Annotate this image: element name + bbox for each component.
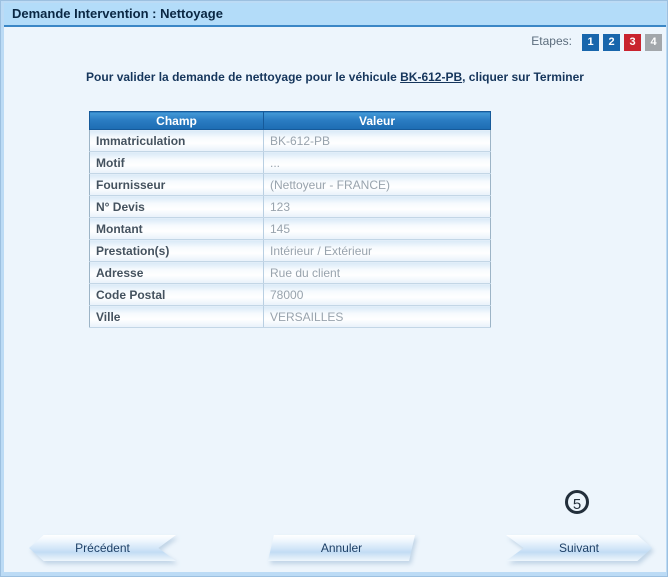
field-label-cell: Prestation(s) [89,239,264,262]
summary-table: Champ Valeur Immatriculation BK-612-PB Mot… [89,111,491,328]
field-value-cell: BK-612-PB [263,129,491,152]
window-title-bar: Demande Intervention : Nettoyage [4,3,666,25]
field-value-cell: 78000 [263,283,491,306]
field-label-cell: Montant [89,217,264,240]
field-value-cell: 123 [263,195,491,218]
cancel-button[interactable]: Annuler [268,535,415,561]
field-label-cell: Code Postal [89,283,264,306]
table-row: Fournisseur (Nettoyeur - FRANCE) [89,173,491,196]
table-row: Adresse Rue du client [89,261,491,284]
annotation-marker-5: 5 [565,490,589,514]
column-header-champ: Champ [89,111,264,130]
page-title: Demande Intervention : Nettoyage [12,6,223,21]
step-box: 1 [582,33,599,51]
table-header-row: Champ Valeur [89,111,491,130]
field-value-cell: ... [263,151,491,174]
next-button-wrap: Suivant [506,535,652,561]
field-label-cell: Fournisseur [89,173,264,196]
instruction-prefix: Pour valider la demande de nettoyage pou… [86,70,401,84]
previous-button[interactable]: Précédent [29,535,176,561]
table-row: Code Postal 78000 [89,283,491,306]
next-button[interactable]: Suivant [506,535,652,561]
vehicle-link[interactable]: BK-612-PB [400,70,463,84]
field-value-cell: VERSAILLES [263,305,491,328]
field-label-cell: Motif [89,151,264,174]
step-box: 2 [603,33,620,51]
steps-label: Etapes: [531,34,572,48]
table-row: Montant 145 [89,217,491,240]
table-row: Motif... [89,151,491,174]
table-row: N° Devis 123 [89,195,491,218]
table-row: Immatriculation BK-612-PB [89,129,491,152]
instruction-text: Pour valider la demande de nettoyage pou… [4,70,666,84]
table-row: Ville VERSAILLES [89,305,491,328]
field-label-cell: Immatriculation [89,129,264,152]
field-label-cell: Adresse [89,261,264,284]
field-label-cell: Ville [89,305,264,328]
field-value-cell: Intérieur / Extérieur [263,239,491,262]
field-value-cell: (Nettoyeur - FRANCE) [263,173,491,196]
step-box: 4 [645,33,662,51]
summary-table-body: Immatriculation BK-612-PB Motif... Fourniss… [89,129,491,328]
title-divider [4,25,666,27]
table-row: Prestation(s) Intérieur / Extérieur [89,239,491,262]
annotation-marker-number: 5 [572,496,582,513]
previous-button-wrap: Précédent [29,535,176,561]
field-value-cell: 145 [263,217,491,240]
cancel-button-wrap: Annuler [268,535,415,561]
summary-table-head: Champ Valeur [89,111,491,130]
column-header-valeur: Valeur [263,111,491,130]
field-label-cell: N° Devis [89,195,264,218]
field-value-cell: Rue du client [263,261,491,284]
instruction-suffix: , cliquer sur Terminer [462,70,584,84]
step-box: 3 [624,33,641,51]
